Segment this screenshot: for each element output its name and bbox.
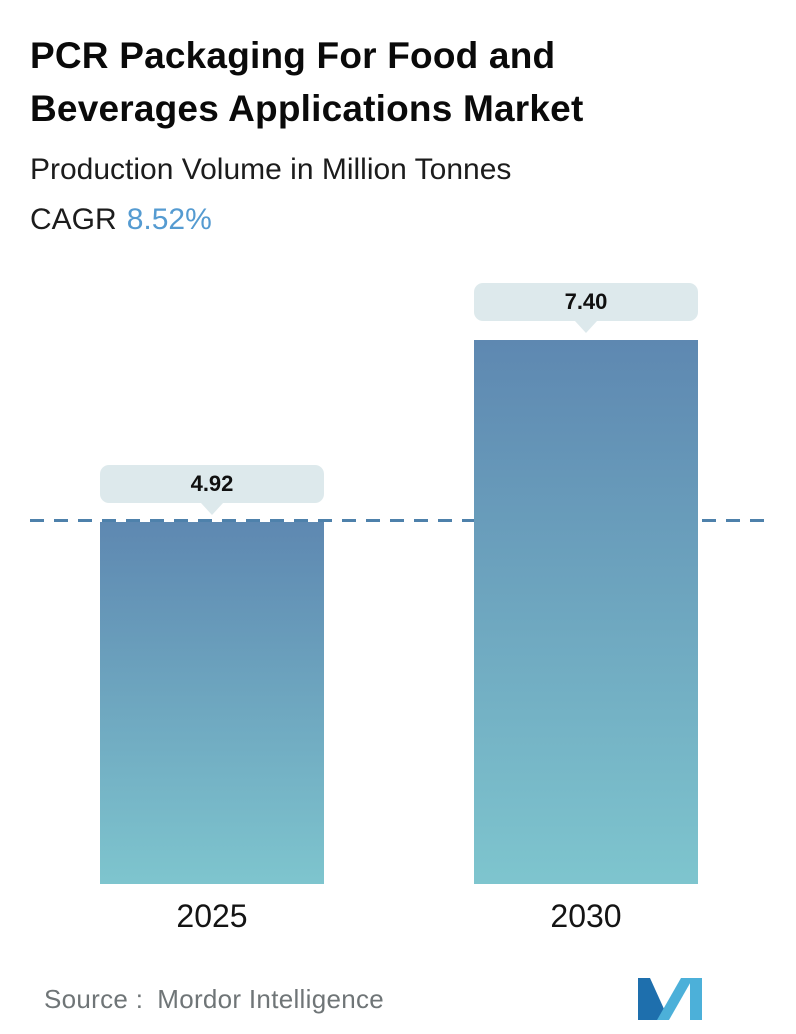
bar-2025 (100, 522, 324, 885)
bar-group-2030: 7.40 (474, 283, 698, 885)
bar-2030 (474, 340, 698, 885)
bar-group-2025: 4.92 (100, 465, 324, 885)
logo-up-stroke (657, 978, 693, 1021)
value-label-pointer-icon (201, 503, 223, 516)
footer: Source : Mordor Intelligence (30, 977, 768, 1021)
chart-subtitle: Production Volume in Million Tonnes (30, 153, 512, 187)
dashed-reference-line (30, 519, 768, 523)
cagr-label: CAGR (30, 203, 117, 237)
page-title: PCR Packaging For Food and Beverages App… (30, 35, 584, 129)
x-axis-labels: 2025 2030 (30, 898, 768, 935)
source-name: Mordor Intelligence (157, 983, 385, 1014)
source-label: Source : (44, 983, 144, 1014)
plot-area: 4.92 7.40 (30, 283, 768, 885)
x-label-2025: 2025 (176, 898, 248, 935)
value-label-2030: 7.40 (474, 283, 698, 322)
mordor-intelligence-logo (638, 978, 702, 1021)
bar-chart: 4.92 7.40 2025 2030 (30, 283, 768, 935)
cagr-line: CAGR 8.52% (30, 203, 768, 237)
x-label-2030: 2030 (550, 898, 622, 935)
value-label-pointer-icon (575, 321, 597, 334)
source-text: Source : Mordor Intelligence (44, 984, 384, 1015)
logo-left-stroke (638, 978, 669, 1021)
value-label-2025: 4.92 (100, 465, 324, 504)
logo-right-bar (690, 978, 702, 1021)
cagr-value: 8.52% (126, 203, 212, 237)
